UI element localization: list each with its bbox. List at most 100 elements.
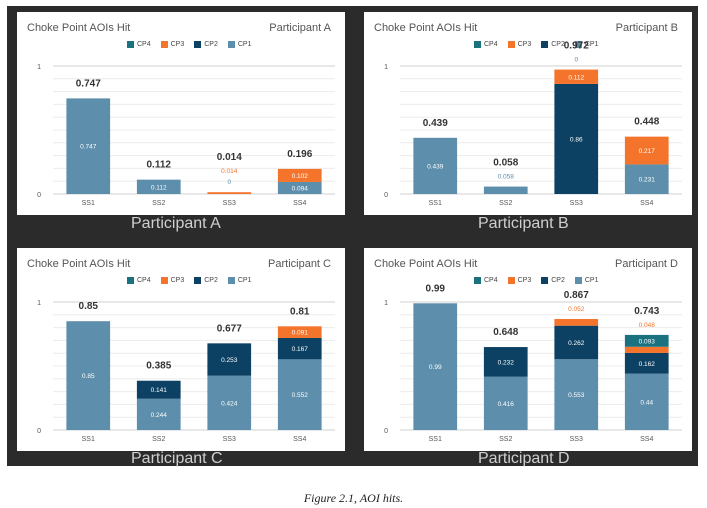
bar-segment-cp3 [277,326,322,338]
figure-frame: Choke Point AOIs Hit Participant A CP4 CP3 C… [7,6,698,467]
bar-segment-cp2 [483,347,528,377]
total-value-label: 0.648 [493,327,518,338]
legend-item: CP2 [194,41,218,48]
total-value-label: 0.385 [146,361,171,372]
total-value-label: 0.448 [634,117,659,128]
total-value-label: 0.81 [290,306,310,317]
legend-swatch [127,277,134,284]
total-value-label: 0.867 [564,290,589,301]
legend-swatch [194,277,202,284]
y-tick-label: 1 [384,300,388,307]
segment-value-label: 0.091 [292,330,309,337]
legend-label: CP4 [137,41,151,48]
x-tick-label: SS1 [429,436,442,443]
bar-segment-cp1 [554,359,599,430]
legend-swatch [474,277,481,284]
legend-item: CP3 [160,277,184,284]
segment-value-label: 0.85 [82,373,95,380]
legend-swatch [227,277,235,284]
bar-segment-cp1 [66,321,111,430]
legend-swatch [507,41,515,48]
bar-segment-cp1 [277,181,322,194]
segment-value-label: 0.44 [640,399,653,406]
bar-segment-cp4 [624,334,669,347]
legend-item: CP2 [194,277,218,284]
legend-swatch [227,41,235,48]
segment-value-label: 0.253 [221,357,238,364]
legend-label: CP4 [484,41,498,48]
chart-legend: CP4 CP3 CP2 CP1 [474,41,599,48]
y-tick-label: 1 [37,64,41,71]
chart-subtitle: Participant B [615,22,678,34]
x-tick-label: SS2 [499,436,512,443]
bar-segment-cp1 [136,398,181,430]
segment-value-label: 0.141 [151,387,168,394]
segment-value-label: 0.552 [292,392,309,399]
bar-segment-cp3 [554,319,599,326]
segment-value-label: 0.244 [151,412,168,419]
chart-panel: Choke Point AOIs Hit Participant D CP4 CP3 C… [364,248,692,451]
y-tick-label: 0 [384,192,388,199]
bar-segment-cp1 [624,373,669,430]
y-tick-label: 1 [37,300,41,307]
chart-plot: 0 1 0.99 0.99 SS1 0.416 0.232 0.648 SS2 0.553 0.26… [384,283,682,443]
segment-value-label: 0.112 [568,74,584,81]
chart-title: Choke Point AOIs Hit [27,258,131,270]
legend-item: CP1 [227,41,252,48]
legend-item: CP4 [127,41,151,48]
legend-label: CP3 [170,41,185,48]
legend-label: CP2 [551,277,565,284]
chart-panel: Choke Point AOIs Hit Participant C CP4 CP3 C… [17,248,345,451]
legend-swatch [541,277,549,284]
segment-value-label: 0.094 [292,185,309,192]
legend-label: CP1 [584,41,599,48]
figure-caption: Figure 2.1, AOI hits. [303,491,404,505]
segment-value-label: 0 [574,57,578,64]
segment-value-label: 0.167 [292,346,309,353]
legend-item: CP3 [160,41,185,48]
chart-title: Choke Point AOIs Hit [374,22,478,34]
total-value-label: 0.743 [634,306,659,317]
total-value-label: 0.677 [217,323,242,334]
chart-title: Choke Point AOIs Hit [27,22,131,34]
segment-value-label: 0.99 [429,364,442,371]
chart-legend: CP4 CP3 CP2 CP1 [127,41,252,48]
total-value-label: 0.058 [493,158,518,169]
y-tick-label: 0 [37,192,41,199]
bar-segment-cp1 [624,164,669,194]
segment-value-label: 0.262 [568,340,585,347]
bar-segment-cp3 [554,69,599,84]
x-tick-label: SS4 [640,200,653,207]
x-tick-label: SS2 [152,200,165,207]
legend-swatch [160,41,168,48]
legend-item: CP1 [574,277,599,284]
legend-label: CP4 [484,277,498,284]
chart-panel: Choke Point AOIs Hit Participant A CP4 CP3 C… [17,12,345,215]
bar-segment-cp2 [277,337,322,360]
legend-label: CP2 [551,41,565,48]
participant-label: Participant B [478,215,569,232]
legend-item: CP4 [474,41,498,48]
segment-value-label: 0.553 [568,392,585,399]
bar-segment-cp1 [483,186,528,194]
segment-value-label: 0 [227,179,231,186]
legend-label: CP1 [237,277,252,284]
bar-segment-cp1 [277,359,322,430]
bar-segment-cp1 [66,98,111,194]
legend-swatch [127,41,134,48]
x-tick-label: SS2 [499,200,512,207]
bar-segment-cp2 [554,83,599,194]
segment-value-label: 0.052 [568,306,585,313]
total-value-label: 0.972 [564,41,589,52]
legend-swatch [574,41,582,48]
legend-item: CP1 [574,41,599,48]
chart-subtitle: Participant D [615,258,678,270]
segment-value-label: 0.014 [221,168,238,175]
segment-value-label: 0.747 [80,144,97,151]
segment-value-label: 0.162 [639,361,656,368]
total-value-label: 0.747 [76,78,101,89]
x-tick-label: SS3 [570,436,583,443]
legend-item: CP4 [474,277,498,284]
bar-segment-cp2 [554,325,599,360]
bar-segment-cp3 [277,168,322,182]
